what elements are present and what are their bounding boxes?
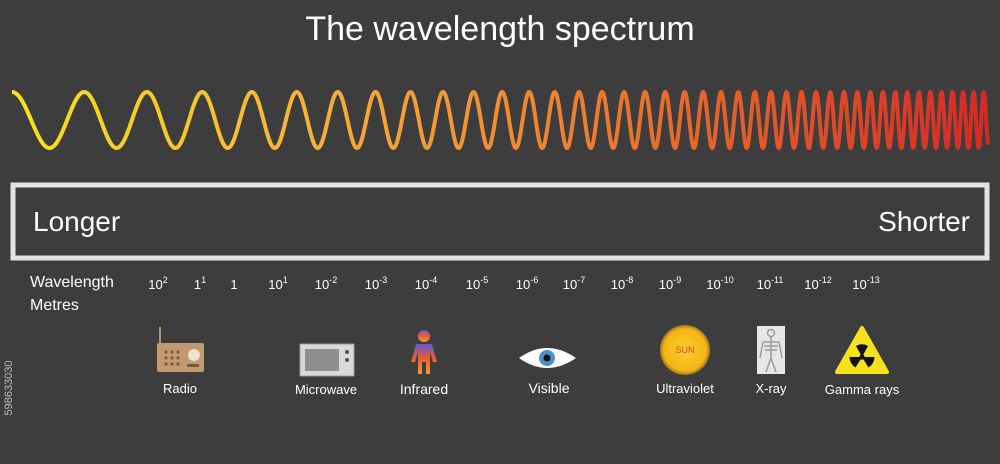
item-label: Microwave — [295, 382, 357, 397]
scale-exponent: 1 — [201, 275, 206, 285]
scale-base: 1 — [194, 277, 201, 292]
scale-base: 10 — [415, 277, 429, 292]
scale-base: 10 — [611, 277, 625, 292]
item-label: Radio — [163, 381, 197, 396]
scale-label: 10-5 — [466, 275, 488, 292]
sun-label: SUN — [675, 345, 694, 355]
scale-exponent: -7 — [577, 275, 585, 285]
scale-base: 10 — [516, 277, 530, 292]
item-label: Visible — [529, 380, 570, 396]
scale-label: 102 — [148, 275, 167, 292]
scale-exponent: -12 — [819, 275, 832, 285]
scale-label: 10-2 — [315, 275, 337, 292]
scale-label: 11 — [194, 275, 206, 292]
range-box — [10, 182, 990, 261]
scale-exponent: 2 — [163, 275, 168, 285]
scale-label: 10-6 — [516, 275, 538, 292]
longer-label: Longer — [33, 206, 120, 237]
axis-label: Metres — [30, 297, 79, 314]
scale-exponent: -6 — [530, 275, 538, 285]
scale-base: 1 — [230, 277, 237, 292]
scale-base: 10 — [148, 277, 162, 292]
scale-label: 10-11 — [757, 275, 784, 292]
scale-base: 10 — [563, 277, 577, 292]
scale-label: 10-9 — [659, 275, 681, 292]
scale-label: 10-8 — [611, 275, 633, 292]
microwave-icon — [299, 343, 355, 377]
scale-base: 10 — [706, 277, 720, 292]
scale-exponent: -3 — [379, 275, 387, 285]
scale-exponent: -10 — [721, 275, 734, 285]
scale-exponent: -11 — [771, 275, 783, 285]
scale-base: 10 — [659, 277, 673, 292]
title: The wavelength spectrum — [305, 10, 694, 48]
wave — [10, 90, 990, 150]
scale-exponent: -2 — [329, 275, 337, 285]
scale: 102 11 1 101 10-2 10-3 10-4 10-5 10-6 10-7 10-8 10-… — [148, 275, 879, 292]
scale-base: 10 — [466, 277, 480, 292]
scale-label: 10-12 — [804, 275, 831, 292]
scale-exponent: -9 — [673, 275, 681, 285]
scale-base: 10 — [757, 277, 771, 292]
scale-label: 101 — [268, 275, 287, 292]
scale-label: 1 — [230, 277, 237, 292]
scale-base: 10 — [268, 277, 282, 292]
xray-icon — [757, 326, 785, 374]
item-label: X-ray — [755, 381, 787, 396]
infrared-icon — [411, 330, 437, 374]
scale-exponent: 1 — [283, 275, 288, 285]
eye-icon — [519, 348, 576, 368]
item-label: Ultraviolet — [656, 381, 714, 396]
sun-icon — [660, 325, 710, 375]
scale-base: 10 — [804, 277, 818, 292]
scale-base: 10 — [365, 277, 379, 292]
shorter-label: Shorter — [878, 206, 970, 237]
scale-base: 10 — [852, 277, 866, 292]
scale-exponent: -8 — [625, 275, 633, 285]
scale-exponent: -5 — [480, 275, 488, 285]
scale-base: 10 — [315, 277, 329, 292]
scale-label: 10-4 — [415, 275, 437, 292]
scale-label: 10-13 — [852, 275, 879, 292]
scale-label: 10-10 — [706, 275, 733, 292]
scale-exponent: -13 — [867, 275, 880, 285]
item-label: Infrared — [400, 381, 448, 397]
item-label: Gamma rays — [825, 382, 900, 397]
radio-icon — [157, 327, 204, 372]
scale-exponent: -4 — [429, 275, 437, 285]
scale-label: 10-3 — [365, 275, 387, 292]
scale-label: 10-7 — [563, 275, 585, 292]
axis-label: Wavelength — [30, 274, 114, 291]
radiation-icon — [835, 326, 889, 374]
image-id: 598633030 — [3, 360, 15, 415]
